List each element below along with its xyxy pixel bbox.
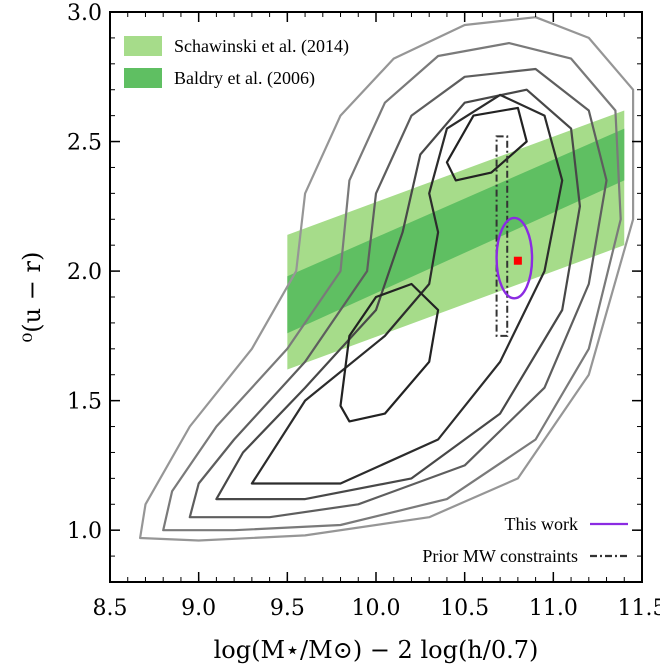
contour-line-4 [250, 93, 564, 485]
legend-label: Prior MW constraints [422, 546, 578, 566]
band-1 [287, 128, 625, 334]
contour-line-3 [215, 88, 582, 501]
y-axis-label: ⁰(u − r) [18, 252, 46, 343]
axis-ticks: 8.5 9.0 9.5 10.0 10.5 11.0 11.5 1.0 1.5 2.0 2.5 3.0 [67, 1, 660, 621]
contour-line-2 [188, 67, 608, 519]
contour-line-6 [445, 106, 528, 182]
this-work-ellipse [495, 216, 534, 300]
x-tick-label: 11.5 [618, 596, 660, 621]
legend-swatch [124, 68, 162, 88]
y-tick-label: 1.0 [67, 519, 102, 544]
x-tick-label: 11.0 [529, 596, 578, 621]
x-tick-label: 9.0 [181, 596, 216, 621]
x-tick-label: 10.5 [440, 596, 489, 621]
legends: Schawinski et al. (2014) Baldry et al. (2… [124, 36, 628, 566]
legend-label: Baldry et al. (2006) [174, 68, 315, 89]
contour-line-5 [339, 282, 440, 423]
y-tick-label: 3.0 [67, 1, 102, 26]
y-tick-label: 1.5 [67, 390, 102, 415]
x-tick-label: 10.0 [352, 596, 401, 621]
prior-mw-constraints-box [495, 135, 509, 337]
legend-label: This work [505, 514, 579, 534]
constraint-marks [495, 135, 534, 337]
density-contours [139, 16, 635, 542]
y-tick-label: 2.0 [67, 260, 102, 285]
x-tick-label: 8.5 [93, 596, 128, 621]
legend-label: Schawinski et al. (2014) [174, 36, 349, 57]
legend-swatch [124, 36, 162, 56]
x-tick-label: 9.5 [270, 596, 305, 621]
contour-line-1 [162, 41, 622, 532]
this-work-point [513, 256, 522, 265]
x-axis-label: log(M⋆/M⊙) − 2 log(h/0.7) [214, 636, 539, 664]
y-tick-label: 2.5 [67, 131, 102, 156]
contour-line-0 [139, 16, 635, 542]
